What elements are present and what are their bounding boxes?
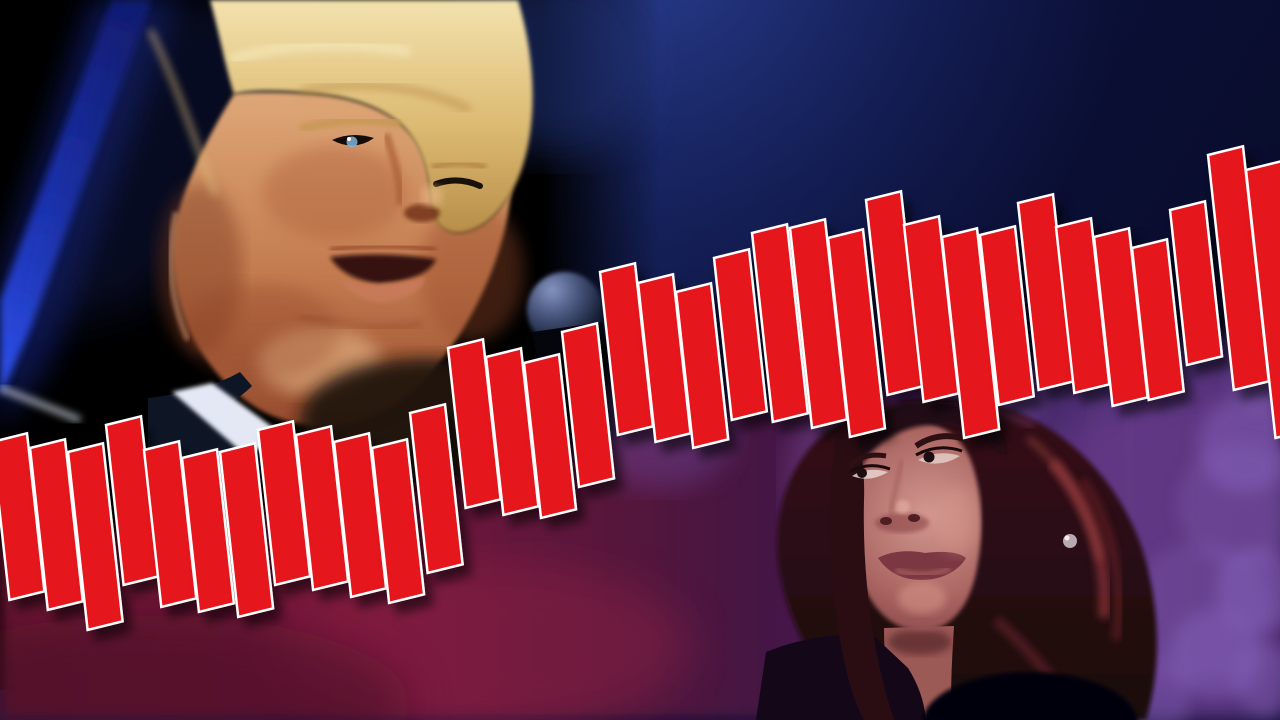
- under-eye-shadow: [263, 146, 407, 238]
- left-lash: [849, 464, 891, 474]
- upper-lip-line: [329, 243, 437, 253]
- mic-stand-streak: [0, 385, 82, 423]
- red-bar: [218, 441, 275, 619]
- red-bar: [1130, 237, 1186, 402]
- hair-strand-left: [829, 436, 894, 720]
- red-bar: [978, 224, 1036, 407]
- nostril-left: [880, 517, 892, 525]
- red-bar: [674, 281, 730, 450]
- right-lash: [915, 446, 963, 457]
- red-bar: [28, 437, 85, 612]
- earring-glint: [1064, 535, 1070, 541]
- left-eyebrow-right-portrait: [847, 452, 887, 468]
- cheek-shadow-right: [420, 202, 524, 342]
- hair-curl: [1078, 477, 1123, 641]
- red-bar: [180, 447, 236, 614]
- bokeh-light: [1232, 644, 1280, 716]
- left-iris-right-portrait: [857, 468, 867, 478]
- red-bar: [66, 441, 124, 632]
- hair-highlight: [228, 40, 411, 65]
- chin-crease: [299, 313, 423, 331]
- red-bar: [826, 227, 887, 439]
- right-portrait: [756, 398, 1157, 720]
- nose-shadow: [887, 459, 905, 515]
- mouth: [330, 254, 436, 284]
- nose-tip-highlight: [421, 185, 443, 207]
- earring: [1063, 534, 1077, 548]
- red-bar: [712, 247, 769, 422]
- lip-highlight: [895, 567, 951, 577]
- nose-highlight: [896, 500, 910, 514]
- nostril-shadow: [404, 204, 440, 222]
- nostril-right: [908, 514, 920, 522]
- red-bar: [1244, 160, 1280, 440]
- cheek-highlight: [938, 486, 978, 554]
- lower-lip: [338, 277, 426, 303]
- microphone-right: [922, 672, 1138, 720]
- red-bar: [484, 346, 540, 517]
- maroon-vignette: [0, 615, 410, 720]
- nose-bridge-shadow: [382, 132, 405, 206]
- hair-curl-2: [1025, 435, 1104, 561]
- red-bar: [370, 437, 426, 605]
- chin-shadow: [888, 629, 952, 655]
- red-bar: [940, 226, 1001, 440]
- hair-wisp: [146, 28, 219, 197]
- chin-highlight-right-portrait: [898, 582, 946, 614]
- red-bar: [408, 402, 464, 575]
- left-eye-glint: [347, 137, 351, 141]
- right-iris-right-portrait: [923, 451, 935, 463]
- cheek-rim-light: [167, 211, 191, 342]
- left-eyebrow: [298, 115, 401, 135]
- red-bar: [256, 419, 312, 587]
- red-bars-ribbon: [0, 144, 1280, 632]
- bokeh-light: [1130, 542, 1270, 682]
- bokeh-light: [1178, 443, 1280, 567]
- right-eyebrow: [430, 159, 488, 172]
- red-bar: [522, 352, 578, 520]
- red-bar: [1168, 199, 1224, 367]
- red-bar: [0, 431, 46, 602]
- jaw-shadow: [184, 284, 340, 380]
- hair-shadow-strand: [299, 81, 472, 114]
- red-bar: [332, 431, 388, 599]
- red-bar: [560, 321, 616, 489]
- right-eye: [433, 177, 483, 189]
- red-bar: [750, 222, 810, 424]
- red-bar: [294, 424, 350, 592]
